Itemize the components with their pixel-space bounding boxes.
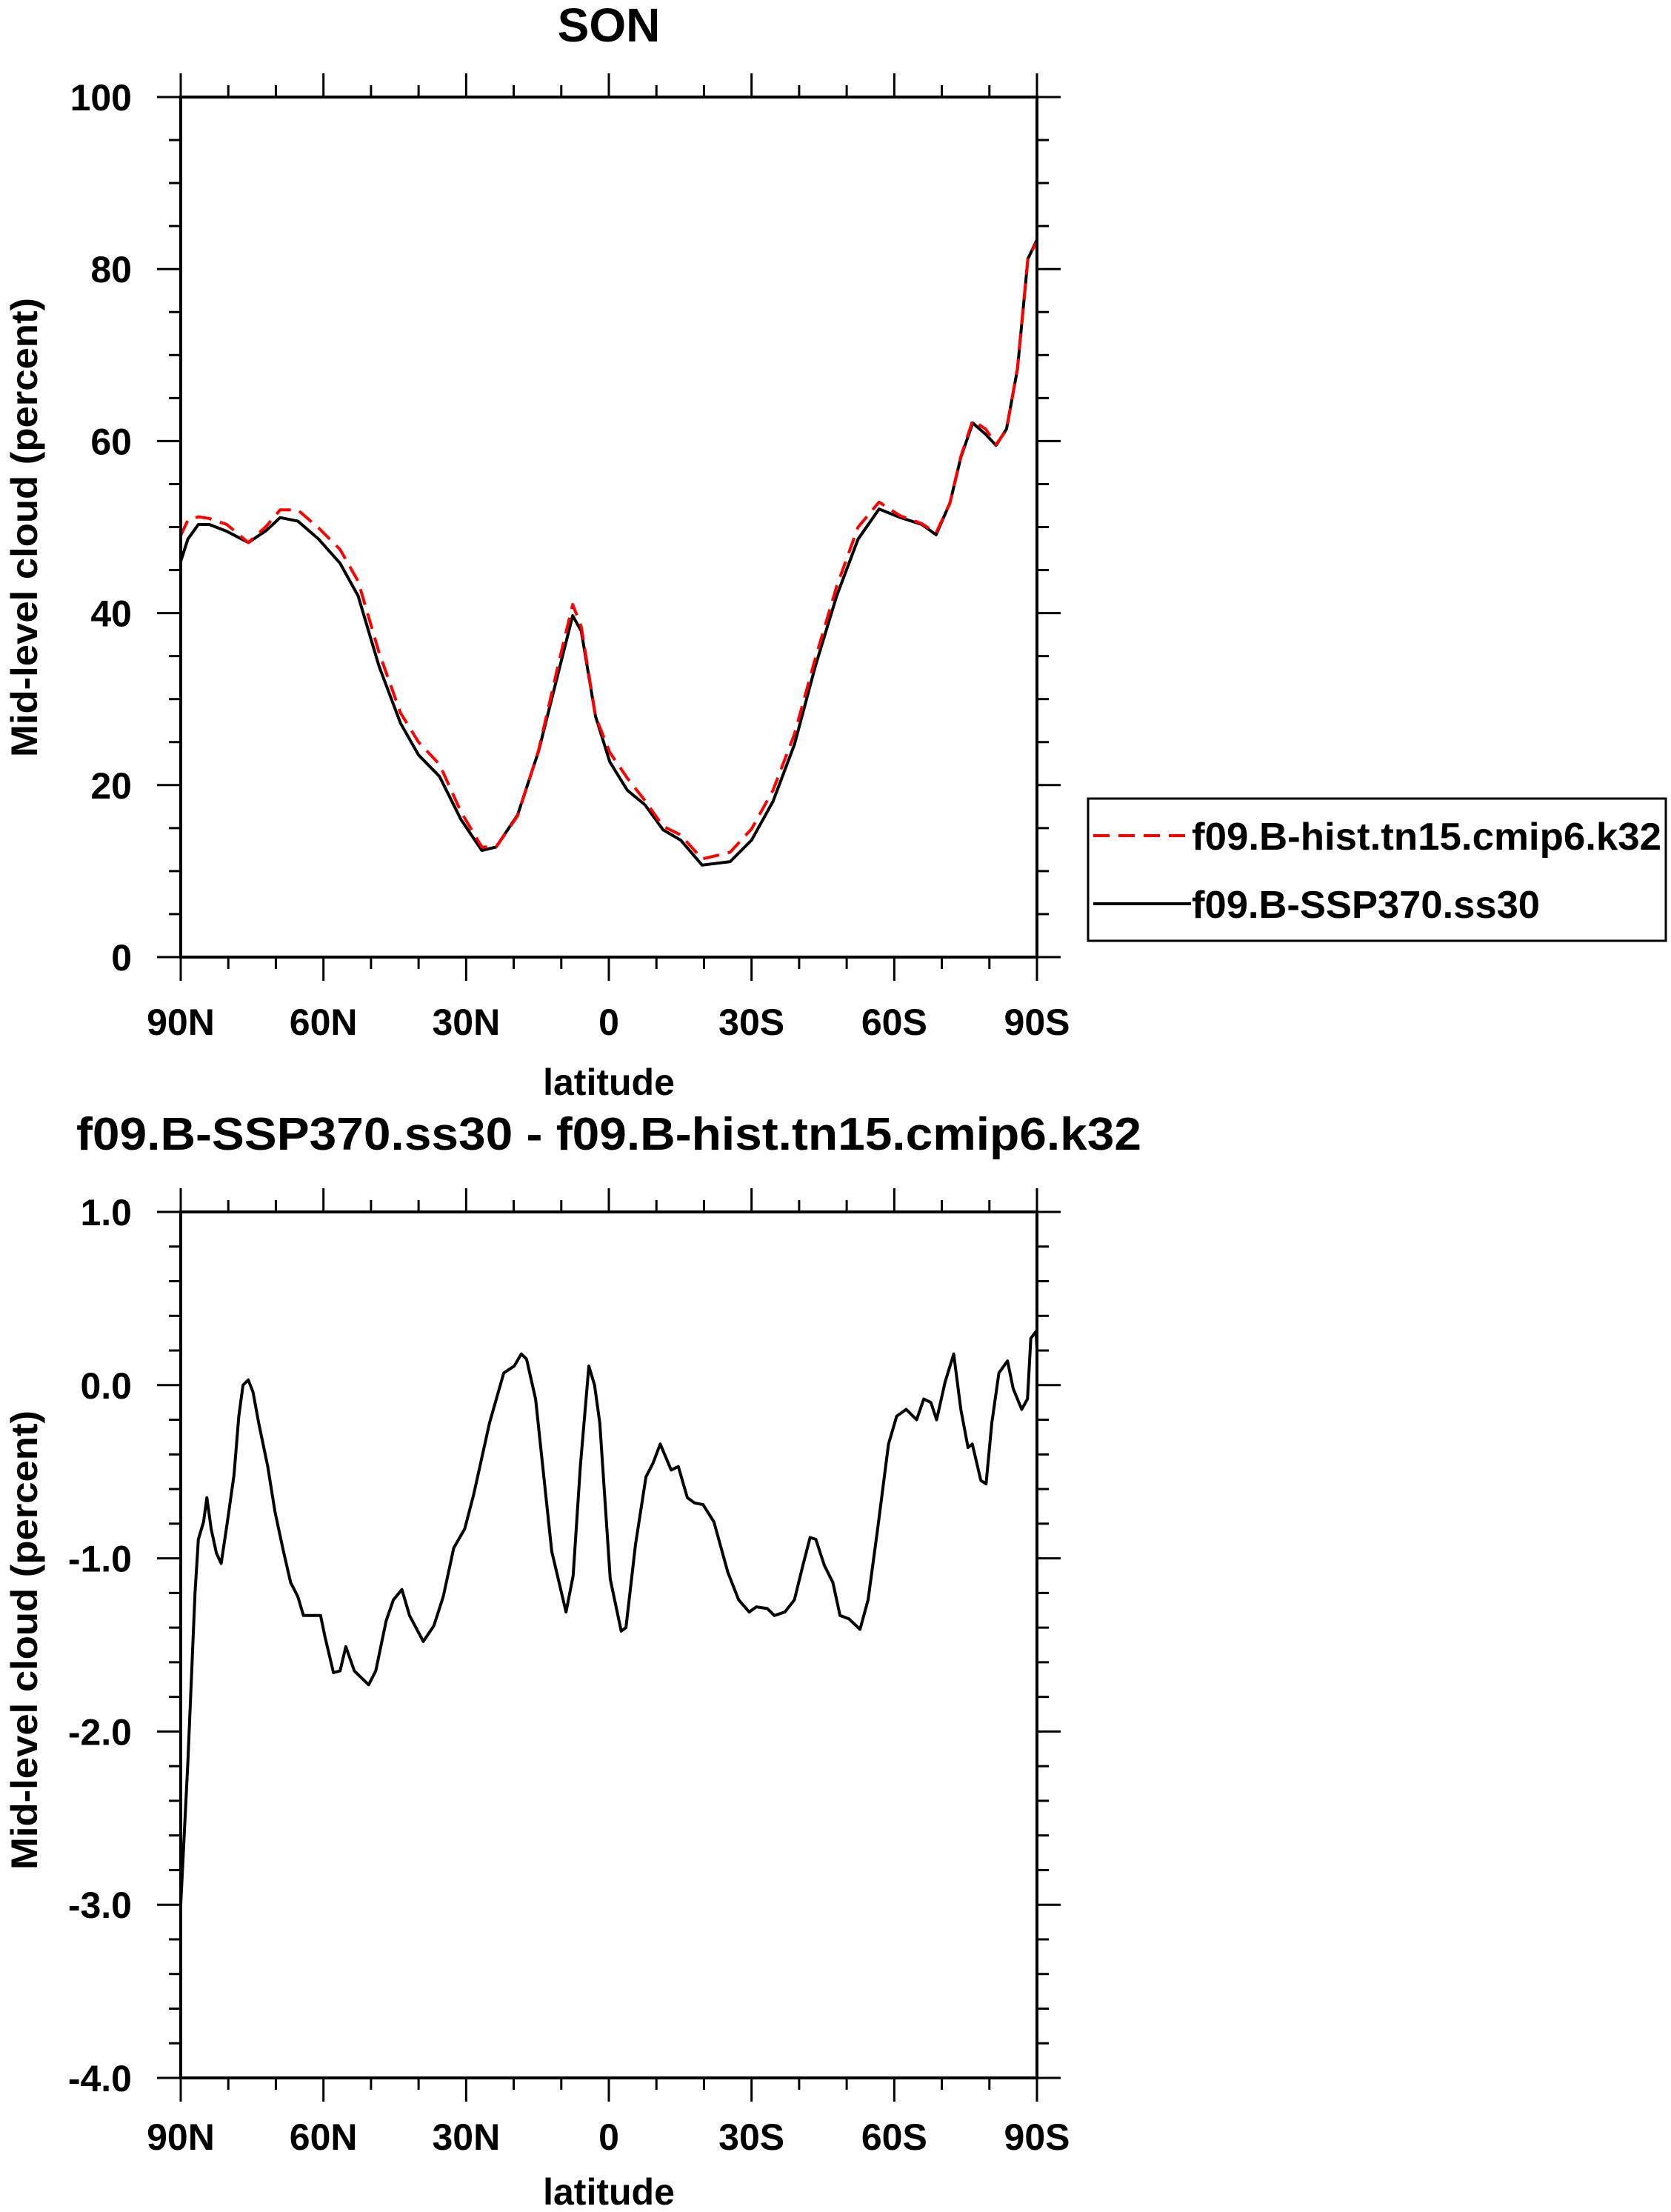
bottom-y-tick-label: 0.0: [80, 1365, 132, 1407]
bottom-x-tick-label: 60N: [290, 2116, 358, 2158]
legend: f09.B-hist.tn15.cmip6.k32 f09.B-SSP370.s…: [1087, 797, 1667, 942]
bottom-chart-title: f09.B-SSP370.ss30 - f09.B-hist.tn15.cmip…: [76, 1109, 1141, 1160]
bottom-x-tick-label: 90N: [147, 2116, 215, 2158]
bottom-x-tick-label: 30S: [718, 2116, 784, 2158]
top-y-tick-label: 0: [111, 937, 132, 979]
top-axis-ticks: 90N 60N 30N 0 30S 60S 90S 0 20 40 60 80 100: [70, 73, 1070, 1043]
top-y-tick-label: 40: [90, 593, 132, 635]
top-y-tick-label: 100: [70, 77, 132, 119]
bottom-y-tick-label: -3.0: [68, 1885, 132, 1926]
top-plot-frame: [179, 96, 1038, 959]
top-plot-lines: [179, 239, 1038, 867]
top-series-line-0: [179, 241, 1038, 861]
top-panel: SON Mid-level cloud (percent) latitude 9…: [4, 0, 1070, 1103]
bottom-x-tick-label: 90S: [1004, 2116, 1070, 2158]
top-y-tick-label: 20: [90, 765, 132, 807]
bottom-x-tick-label: 60S: [861, 2116, 927, 2158]
top-x-tick-label: 90S: [1004, 1002, 1070, 1043]
legend-box: [1087, 797, 1667, 942]
bottom-axis-ticks: 90N 60N 30N 0 30S 60S 90S -4.0 -3.0 -2.0 -1.0 0.0 1.…: [68, 1188, 1070, 2158]
top-chart-title: SON: [558, 0, 661, 52]
legend-label-hist: f09.B-hist.tn15.cmip6.k32: [1192, 816, 1661, 859]
legend-label-ssp370: f09.B-SSP370.ss30: [1192, 884, 1540, 927]
bottom-x-axis-label: latitude: [543, 2171, 675, 2212]
bottom-x-tick-label: 0: [598, 2116, 619, 2158]
top-y-axis-label: Mid-level cloud (percent): [4, 298, 45, 757]
bottom-plot-lines: [179, 1330, 1038, 1905]
bottom-x-tick-label: 30N: [432, 2116, 500, 2158]
top-series-line-1: [179, 239, 1038, 867]
top-x-tick-label: 0: [598, 1002, 619, 1043]
bottom-y-axis-label: Mid-level cloud (percent): [4, 1410, 45, 1870]
bottom-y-tick-label: -2.0: [68, 1711, 132, 1753]
bottom-series-line-0: [179, 1330, 1038, 1905]
top-y-tick-label: 80: [90, 249, 132, 290]
top-y-tick-label: 60: [90, 421, 132, 462]
bottom-y-tick-label: 1.0: [80, 1192, 132, 1233]
top-x-tick-label: 30S: [718, 1002, 784, 1043]
bottom-panel: f09.B-SSP370.ss30 - f09.B-hist.tn15.cmip…: [4, 1109, 1141, 2212]
top-x-tick-label: 30N: [432, 1002, 500, 1043]
bottom-y-tick-label: -4.0: [68, 2058, 132, 2099]
top-x-tick-label: 60S: [861, 1002, 927, 1043]
bottom-plot-frame: [179, 1210, 1038, 2079]
bottom-y-tick-label: -1.0: [68, 1539, 132, 1580]
top-x-tick-label: 90N: [147, 1002, 215, 1043]
top-x-tick-label: 60N: [290, 1002, 358, 1043]
top-x-axis-label: latitude: [543, 1062, 675, 1103]
